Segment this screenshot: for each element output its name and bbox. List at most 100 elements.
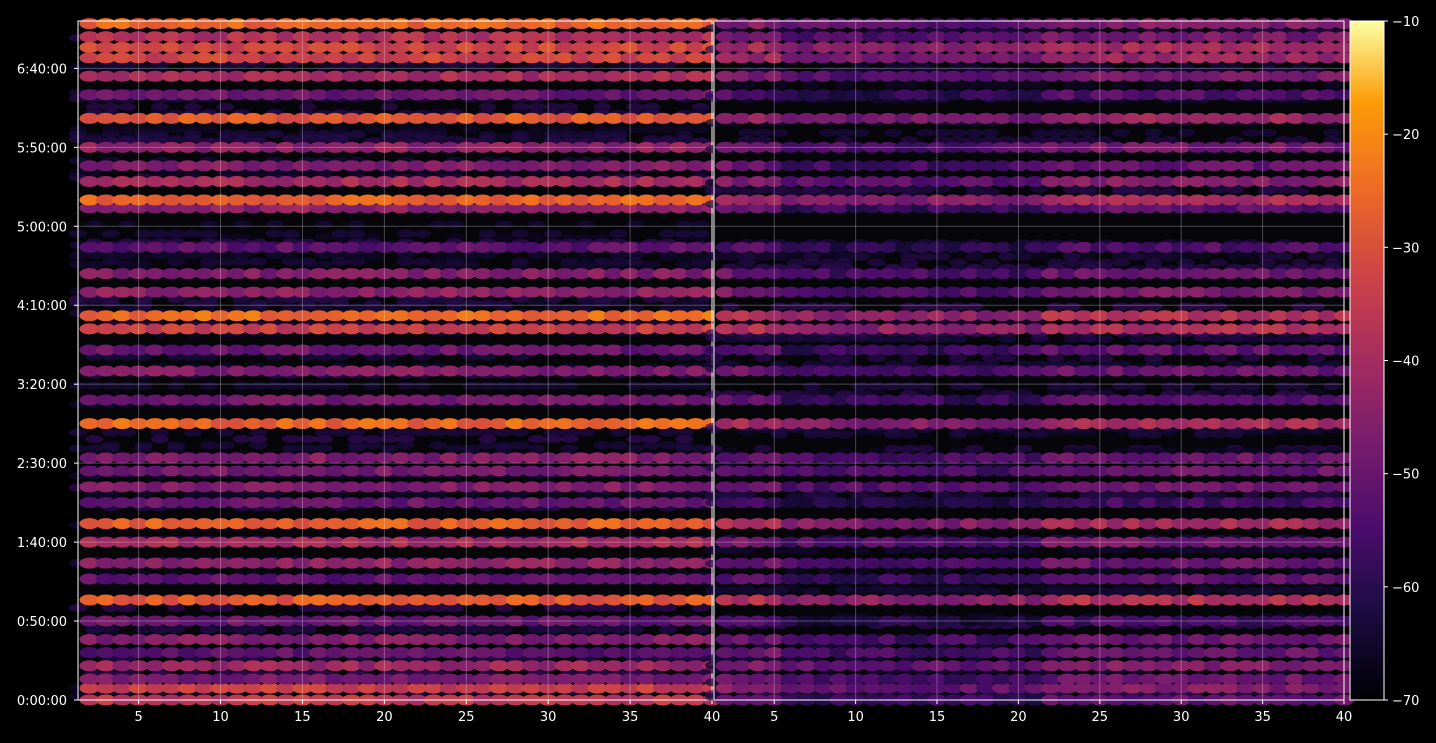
heatmap-cell — [184, 300, 202, 308]
heatmap-band — [79, 466, 722, 477]
heatmap-cell — [85, 64, 103, 72]
heatmap-cell — [1128, 430, 1146, 438]
heatmap-cell — [380, 64, 398, 72]
heatmap-cell — [413, 626, 431, 634]
heatmap-cell — [102, 441, 120, 449]
heatmap-cell — [216, 253, 234, 261]
heatmap-cell — [642, 382, 660, 390]
heatmap-cell — [982, 188, 1000, 196]
heatmap-cell — [167, 126, 185, 134]
heatmap-cell — [348, 253, 366, 261]
heatmap-cell — [479, 626, 497, 634]
heatmap-cell — [1161, 81, 1179, 89]
heatmap-cell — [803, 81, 821, 89]
heatmap-cell — [315, 64, 333, 72]
heatmap-cell — [1210, 354, 1228, 362]
heatmap-cell — [819, 430, 837, 438]
heatmap-cell — [511, 64, 529, 72]
heatmap-cell — [852, 253, 870, 261]
heatmap-band — [79, 176, 722, 187]
heatmap-cell — [1275, 382, 1293, 390]
heatmap-band — [79, 310, 722, 321]
heatmap-cell — [1258, 335, 1276, 343]
heatmap-cell — [1177, 382, 1195, 390]
heatmap-cell — [479, 103, 497, 111]
heatmap-cell — [884, 129, 902, 137]
heatmap-cell — [135, 300, 153, 308]
heatmap-cell — [770, 252, 788, 260]
heatmap-cell — [642, 126, 660, 134]
heatmap-cell — [965, 81, 983, 89]
heatmap-cell — [982, 129, 1000, 137]
heatmap-cell — [1324, 81, 1342, 89]
heatmap-cell — [642, 64, 660, 72]
heatmap-cell — [852, 428, 870, 436]
heatmap-cell — [479, 64, 497, 72]
heatmap-band — [79, 594, 722, 605]
heatmap-cell — [949, 547, 967, 555]
heatmap-cell — [982, 259, 1000, 267]
heatmap-cell — [610, 429, 628, 437]
heatmap-cell — [429, 220, 447, 228]
heatmap-cell — [1096, 354, 1114, 362]
heatmap-band — [715, 660, 1354, 671]
heatmap-cell — [1258, 129, 1276, 137]
heatmap-cell — [200, 230, 218, 238]
heatmap-cell — [1210, 430, 1228, 438]
heatmap-cell — [282, 382, 300, 390]
heatmap-cell — [528, 103, 546, 111]
heatmap-cell — [184, 230, 202, 238]
heatmap-cell — [85, 444, 103, 452]
heatmap-cell — [933, 81, 951, 89]
heatmap-cell — [544, 126, 562, 134]
heatmap-cell — [1079, 129, 1097, 137]
heatmap-cell — [754, 445, 772, 453]
heatmap-cell — [1177, 259, 1195, 267]
heatmap-cell — [331, 230, 349, 238]
heatmap-cell — [754, 354, 772, 362]
heatmap-cell — [1047, 354, 1065, 362]
heatmap-cell — [692, 126, 710, 134]
heatmap-cell — [835, 354, 853, 362]
heatmap-cell — [949, 259, 967, 267]
heatmap-cell — [803, 259, 821, 267]
heatmap-cell — [167, 253, 185, 261]
heatmap-cell — [479, 429, 497, 437]
heatmap-cell — [770, 81, 788, 89]
heatmap-cell — [1145, 587, 1163, 595]
heatmap-cell — [835, 430, 853, 438]
heatmap-band — [79, 452, 722, 463]
heatmap-cell — [298, 300, 316, 308]
heatmap-cell — [1096, 388, 1114, 396]
heatmap-cell — [1307, 253, 1325, 261]
heatmap-band — [715, 647, 1354, 658]
heatmap-cell — [249, 382, 267, 390]
heatmap-cell — [413, 126, 431, 134]
heatmap-cell — [786, 188, 804, 196]
heatmap-cell — [560, 429, 578, 437]
heatmap-cell — [675, 382, 693, 390]
heatmap-cell — [1145, 430, 1163, 438]
heatmap-cell — [495, 441, 513, 449]
heatmap-cell — [917, 129, 935, 137]
heatmap-cell — [965, 445, 983, 453]
heatmap-cell — [1047, 259, 1065, 267]
heatmap-cell — [868, 354, 886, 362]
heatmap-cell — [233, 382, 251, 390]
heatmap-cell — [770, 303, 788, 311]
heatmap-cell — [1324, 129, 1342, 137]
heatmap-cell — [528, 444, 546, 452]
heatmap-cell — [819, 129, 837, 137]
heatmap-cell — [884, 445, 902, 453]
heatmap-cell — [1193, 586, 1211, 594]
heatmap-cell — [1324, 382, 1342, 390]
heatmap-cell — [495, 300, 513, 308]
heatmap-cell — [998, 335, 1016, 343]
heatmap-cell — [298, 435, 316, 443]
heatmap-cell — [965, 129, 983, 137]
heatmap-cell — [462, 300, 480, 308]
heatmap-cell — [479, 300, 497, 308]
heatmap-cell — [900, 259, 918, 267]
heatmap-cell — [770, 129, 788, 137]
